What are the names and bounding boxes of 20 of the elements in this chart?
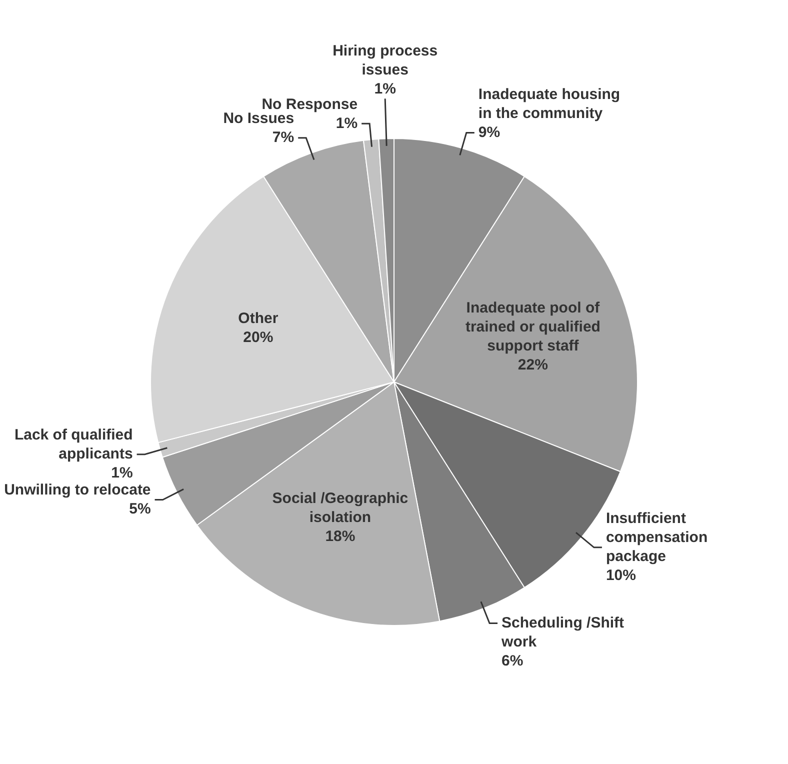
data-label: 1% bbox=[374, 80, 396, 98]
data-label: 1% bbox=[111, 464, 133, 482]
slice-label: Inadequate housing in the community bbox=[478, 86, 620, 122]
slice-label: Other bbox=[238, 310, 278, 327]
data-label: 6% bbox=[502, 652, 524, 670]
slice-label: Hiring process issues bbox=[332, 42, 438, 78]
slice-label: Insufficient compensation package bbox=[606, 510, 708, 566]
data-label: 1% bbox=[336, 114, 358, 132]
data-label: 9% bbox=[478, 124, 500, 141]
data-label: 22% bbox=[518, 356, 548, 374]
data-label: 18% bbox=[325, 528, 356, 545]
data-label: 7% bbox=[272, 128, 294, 146]
slice-label: Lack of qualified applicants bbox=[14, 426, 133, 463]
data-label: 10% bbox=[606, 567, 636, 584]
slice-label: Social /Geographic isolation bbox=[272, 490, 408, 526]
slice-label: Scheduling /Shift work bbox=[500, 614, 624, 650]
data-label: 20% bbox=[243, 328, 274, 346]
data-label: 5% bbox=[129, 500, 151, 518]
slice-label: Unwilling to relocate bbox=[4, 481, 151, 498]
slice-label: Inadequate pool of trained or qualified support staff bbox=[465, 299, 601, 354]
